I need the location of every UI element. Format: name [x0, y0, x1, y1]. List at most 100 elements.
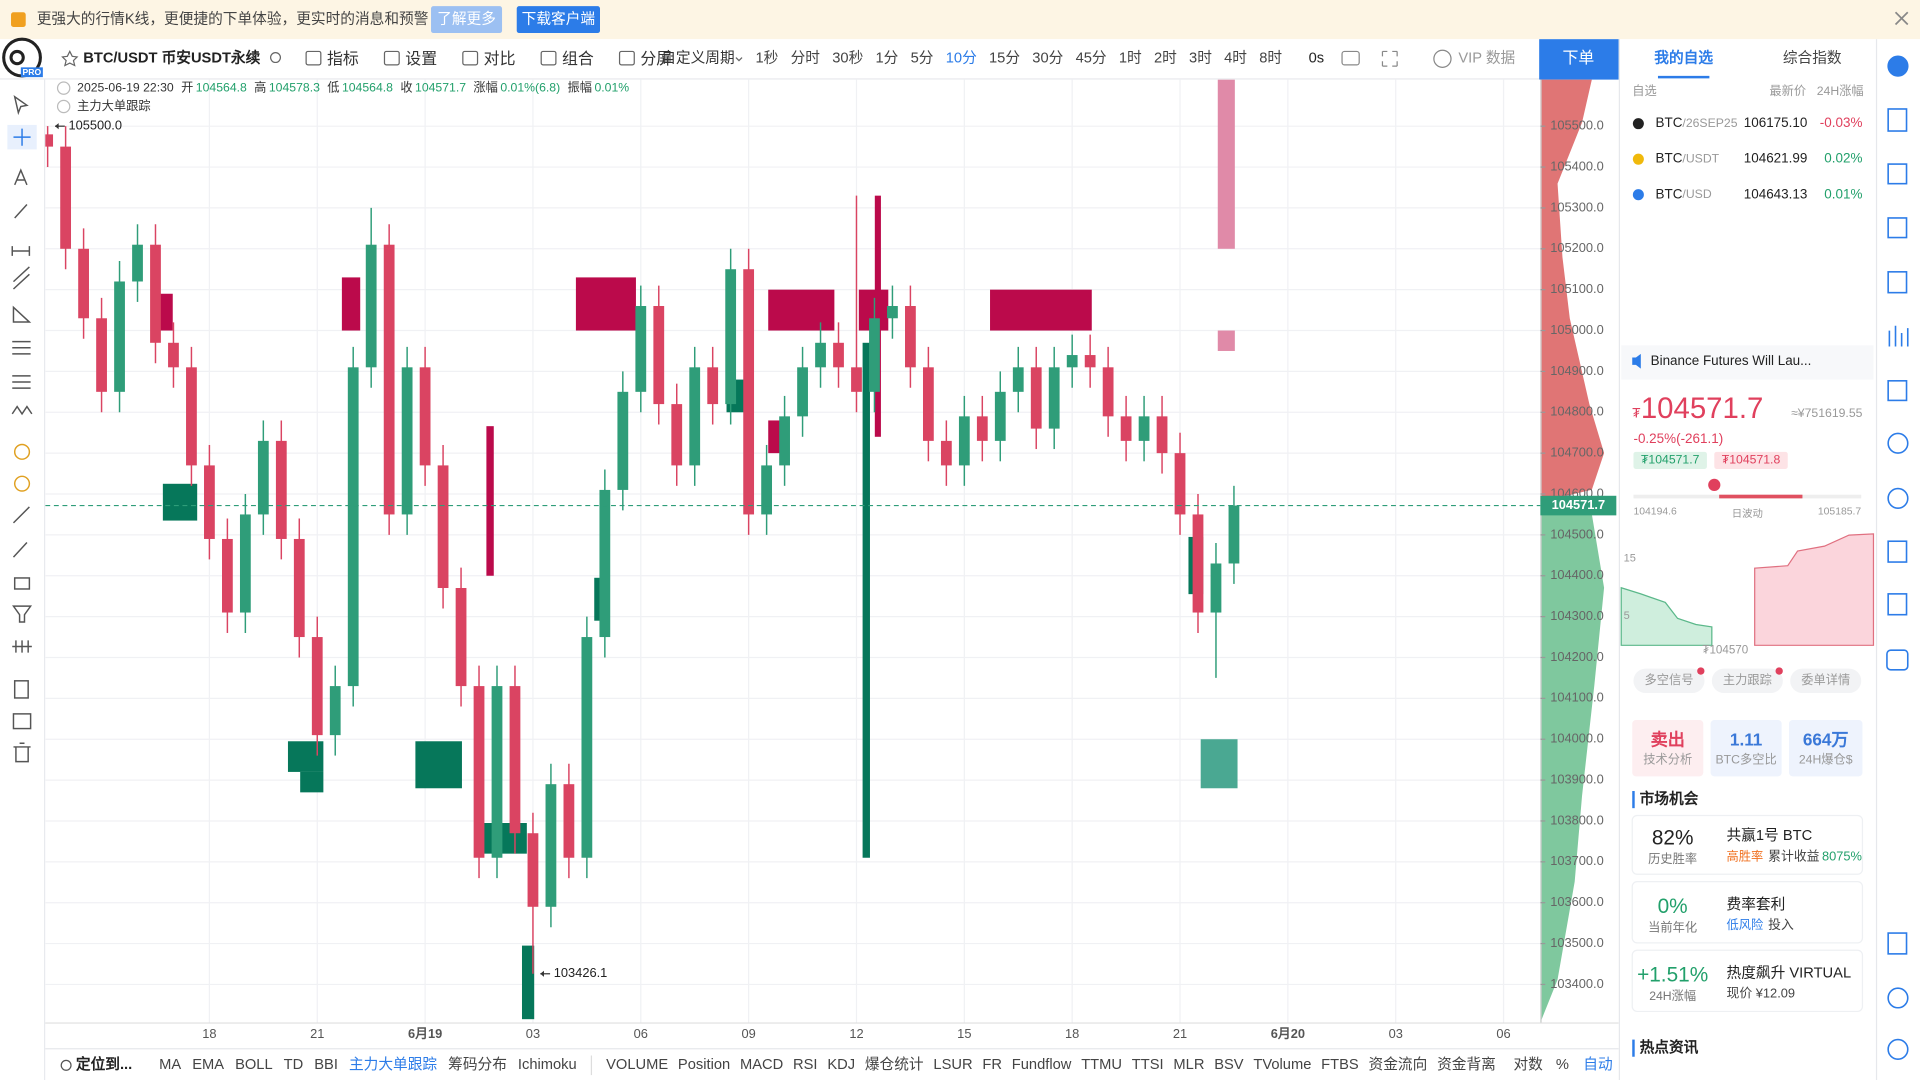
fullscreen-icon[interactable]: [1381, 50, 1398, 67]
indicator[interactable]: Position: [678, 1057, 730, 1073]
card-sell[interactable]: [1632, 720, 1704, 777]
signal-button[interactable]: [1633, 668, 1705, 694]
indicator[interactable]: 筹码分布: [448, 1056, 507, 1073]
side-icon[interactable]: [1887, 540, 1908, 563]
period[interactable]: 1秒: [756, 50, 779, 67]
tool-pattern-2[interactable]: [13, 475, 31, 492]
side-icon[interactable]: [1887, 432, 1909, 454]
indicator[interactable]: BSV: [1214, 1057, 1244, 1073]
period[interactable]: 分时: [791, 50, 821, 67]
side-icon[interactable]: [1888, 325, 1909, 347]
indicator[interactable]: TTSI: [1132, 1057, 1164, 1073]
tool-pattern-1[interactable]: [13, 443, 31, 460]
toolbar-tool[interactable]: 分屏: [640, 50, 672, 68]
favorite-icon[interactable]: [61, 50, 79, 67]
period[interactable]: 45分: [1076, 50, 1107, 67]
side-icon[interactable]: [1886, 649, 1909, 671]
tool-filter[interactable]: [12, 605, 33, 623]
card-liquidation[interactable]: [1788, 720, 1863, 777]
side-icon[interactable]: [1887, 593, 1908, 616]
indicator[interactable]: BBI: [314, 1057, 338, 1073]
orders-button[interactable]: [1790, 668, 1862, 694]
tool-crosshair[interactable]: [13, 128, 31, 146]
side-icon[interactable]: [1887, 1038, 1909, 1060]
indicator[interactable]: 资金流向: [1369, 1056, 1428, 1073]
indicator[interactable]: 爆仓统计: [865, 1056, 924, 1073]
tool-wave[interactable]: [11, 405, 33, 416]
order-button[interactable]: [1539, 39, 1619, 80]
tool-pen[interactable]: [12, 541, 28, 558]
indicator[interactable]: MA: [159, 1057, 181, 1073]
period[interactable]: 10分: [946, 50, 977, 67]
tool-text[interactable]: [14, 168, 28, 186]
period[interactable]: 30秒: [832, 50, 863, 67]
tool-lines[interactable]: [12, 266, 30, 290]
side-icon[interactable]: [1887, 163, 1908, 185]
tool-measure[interactable]: [12, 506, 30, 524]
side-icon[interactable]: [1887, 380, 1908, 402]
tool-ruler[interactable]: [11, 246, 31, 256]
side-icon[interactable]: [1887, 108, 1908, 132]
indicator[interactable]: BOLL: [235, 1057, 273, 1073]
period[interactable]: 15分: [989, 50, 1020, 67]
side-icon[interactable]: [1887, 55, 1909, 77]
period[interactable]: 4时: [1224, 50, 1247, 67]
indicator[interactable]: TTMU: [1081, 1057, 1122, 1073]
indicator[interactable]: RSI: [793, 1057, 817, 1073]
indicator[interactable]: TVolume: [1253, 1057, 1311, 1073]
toolbar-tool[interactable]: 对比: [484, 50, 516, 68]
tool-fib[interactable]: [12, 340, 31, 355]
indicator[interactable]: EMA: [192, 1057, 224, 1073]
card-ratio[interactable]: [1710, 720, 1782, 777]
opportunity-card[interactable]: [1631, 949, 1864, 1013]
tool-channel[interactable]: [12, 375, 31, 389]
tool-copy[interactable]: [13, 680, 29, 699]
period[interactable]: 1分: [876, 50, 899, 67]
opportunity-card[interactable]: [1631, 881, 1864, 944]
tool-brush[interactable]: [14, 203, 28, 219]
indicator[interactable]: FTBS: [1321, 1057, 1359, 1073]
tool-cursor[interactable]: [13, 95, 29, 116]
indicator[interactable]: 主力大单跟踪: [349, 1056, 437, 1073]
toolbar-tool[interactable]: 指标: [327, 50, 359, 68]
indicator[interactable]: MACD: [740, 1057, 783, 1073]
indicator[interactable]: VOLUME: [606, 1057, 668, 1073]
period[interactable]: 2时: [1154, 50, 1177, 67]
period[interactable]: 5分: [911, 50, 934, 67]
download-button[interactable]: [516, 6, 600, 34]
candle-body: [509, 686, 521, 834]
indicator[interactable]: Fundflow: [1012, 1057, 1072, 1073]
tool-triangle[interactable]: [12, 305, 32, 323]
custom-period: 自定义周期: [661, 50, 734, 67]
search-icon[interactable]: [270, 52, 282, 64]
period[interactable]: 8时: [1259, 50, 1282, 67]
tool-settings[interactable]: [12, 640, 32, 653]
snapshot-icon[interactable]: [1341, 50, 1360, 66]
tool-edit[interactable]: [12, 713, 32, 730]
side-icon[interactable]: [1887, 271, 1908, 294]
banner-close[interactable]: [1894, 11, 1909, 26]
learn-more-button[interactable]: [431, 6, 503, 34]
side-icon[interactable]: [1887, 487, 1909, 509]
indicator[interactable]: LSUR: [933, 1057, 972, 1073]
period[interactable]: 30分: [1032, 50, 1063, 67]
indicator[interactable]: 资金背离: [1437, 1056, 1496, 1073]
info-datetime: 2025-06-19 22:30: [77, 80, 174, 94]
indicator[interactable]: FR: [982, 1057, 1002, 1073]
period[interactable]: 1时: [1119, 50, 1142, 67]
side-icon[interactable]: [1887, 932, 1908, 955]
toolbar-tool[interactable]: 设置: [405, 50, 437, 68]
indicator[interactable]: Ichimoku: [518, 1057, 577, 1073]
indicator[interactable]: TD: [284, 1057, 304, 1073]
period[interactable]: 3时: [1189, 50, 1212, 67]
candle-body: [491, 686, 503, 858]
side-icon[interactable]: [1887, 217, 1908, 239]
tool-lock[interactable]: [13, 577, 31, 590]
side-icon[interactable]: [1887, 987, 1909, 1009]
opportunity-card[interactable]: [1631, 814, 1864, 875]
indicator[interactable]: MLR: [1173, 1057, 1204, 1073]
tracking-button[interactable]: [1711, 668, 1783, 694]
indicator[interactable]: KDJ: [827, 1057, 855, 1073]
toolbar-tool[interactable]: 组合: [562, 50, 594, 68]
tool-delete[interactable]: [13, 742, 31, 763]
